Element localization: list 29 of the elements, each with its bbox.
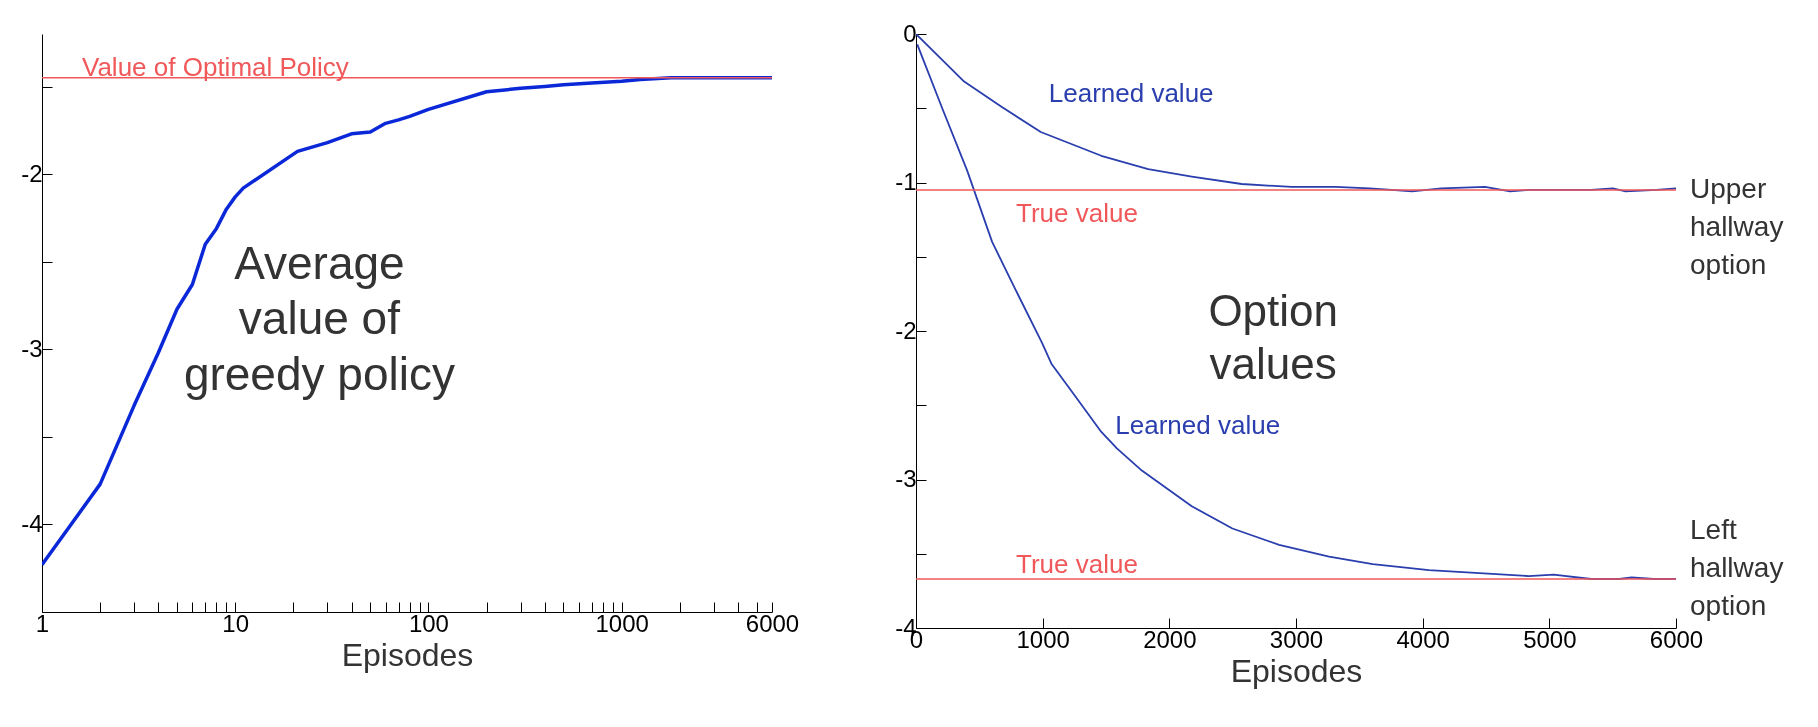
ref-line-label: True value	[1016, 197, 1138, 228]
y-tick-label: -2	[895, 316, 917, 344]
ref-line-label: Value of Optimal Policy	[82, 51, 349, 82]
ref-line-label: True value	[1016, 548, 1138, 579]
y-tick-label: -3	[895, 465, 917, 492]
x-tick-label: 4000	[1396, 625, 1450, 653]
x-tick-label: 1000	[595, 609, 649, 637]
annotation: Left hallway option	[1690, 513, 1784, 621]
x-axis-title: Episodes	[1230, 652, 1363, 689]
x-tick-label: 3000	[1269, 625, 1324, 653]
y-tick-label: -1	[895, 168, 917, 195]
x-tick-label: 6000	[1649, 625, 1704, 653]
x-tick-label: 100	[408, 609, 449, 637]
x-tick-label: 1000	[1016, 625, 1070, 653]
series-label: Learned value	[1115, 409, 1281, 440]
y-tick-label: -3	[21, 334, 43, 362]
x-tick-label: 10	[222, 609, 250, 637]
x-axis-title: Episodes	[341, 636, 474, 673]
x-tick-label: 1	[35, 609, 50, 637]
x-tick-label: 2000	[1143, 625, 1197, 653]
annotation: Average value of greedy policy	[183, 237, 455, 400]
x-tick-label: 5000	[1523, 625, 1577, 653]
y-tick-label: 0	[903, 19, 917, 47]
series-label: Learned value	[1048, 78, 1214, 109]
x-tick-label: 6000	[745, 609, 800, 637]
y-tick-label: -2	[21, 159, 43, 187]
annotation: Option values	[1208, 286, 1339, 388]
y-tick-label: -4	[21, 509, 43, 537]
annotation: Upper hallway option	[1690, 172, 1784, 280]
